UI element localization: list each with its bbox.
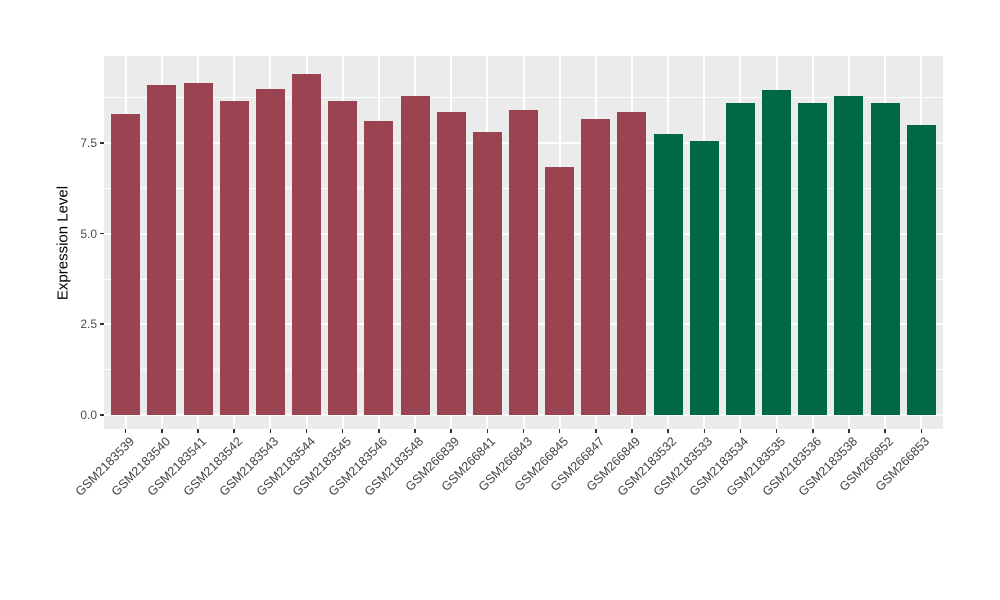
x-tick-mark <box>197 429 199 433</box>
x-tick-mark <box>848 429 850 433</box>
y-tick-mark <box>100 414 104 416</box>
y-tick-mark <box>100 232 104 235</box>
x-tick-mark <box>775 429 778 433</box>
x-tick-mark <box>269 429 272 433</box>
x-tick-mark <box>486 429 489 433</box>
x-tick-mark <box>667 429 669 433</box>
bar <box>653 133 683 415</box>
y-tick-mark <box>100 323 104 325</box>
bar <box>617 112 647 415</box>
x-tick-mark <box>558 429 561 433</box>
bar <box>472 132 502 415</box>
bar <box>400 95 430 415</box>
bar <box>725 103 755 415</box>
x-tick-mark <box>522 429 525 433</box>
bar <box>111 114 141 415</box>
x-tick-mark <box>124 429 127 433</box>
bar <box>183 83 213 415</box>
y-tick-label: 5.0 <box>80 226 97 241</box>
x-tick-mark <box>631 429 633 433</box>
x-tick-mark <box>450 429 452 433</box>
bar <box>147 85 177 415</box>
bar <box>292 74 322 415</box>
bar <box>255 88 285 415</box>
bar <box>798 103 828 415</box>
bar <box>364 121 394 415</box>
x-tick-mark <box>595 429 597 433</box>
y-tick-mark <box>100 142 104 144</box>
x-tick-mark <box>341 429 344 433</box>
x-tick-mark <box>920 429 923 433</box>
bar <box>219 101 249 415</box>
y-minor-gridline <box>104 97 943 99</box>
plot-panel <box>104 56 943 429</box>
x-tick-mark <box>739 429 742 433</box>
y-major-gridline <box>104 414 943 416</box>
x-tick-mark <box>161 429 163 433</box>
x-tick-mark <box>884 429 886 433</box>
bar <box>870 103 900 415</box>
bar <box>906 124 936 415</box>
bar <box>581 119 611 415</box>
x-tick-mark <box>414 429 416 433</box>
bar <box>328 101 358 415</box>
x-tick-mark <box>378 429 380 433</box>
y-axis-title: Expression Level <box>54 185 72 300</box>
bar <box>689 141 719 415</box>
x-tick-mark <box>305 429 308 433</box>
bar <box>545 166 575 415</box>
bar <box>436 112 466 415</box>
y-tick-label: 7.5 <box>80 136 97 151</box>
bar <box>762 90 792 415</box>
bar <box>509 110 538 415</box>
y-tick-label: 0.0 <box>80 408 97 422</box>
bar <box>834 95 864 415</box>
x-tick-mark <box>233 429 235 433</box>
x-tick-mark <box>703 429 706 433</box>
y-tick-label: 2.5 <box>80 317 97 332</box>
x-tick-mark <box>812 429 814 433</box>
bar-chart-figure: Expression Level 0.0 2.5 5.0 7.5 GSM2183539 G… <box>54 56 943 499</box>
